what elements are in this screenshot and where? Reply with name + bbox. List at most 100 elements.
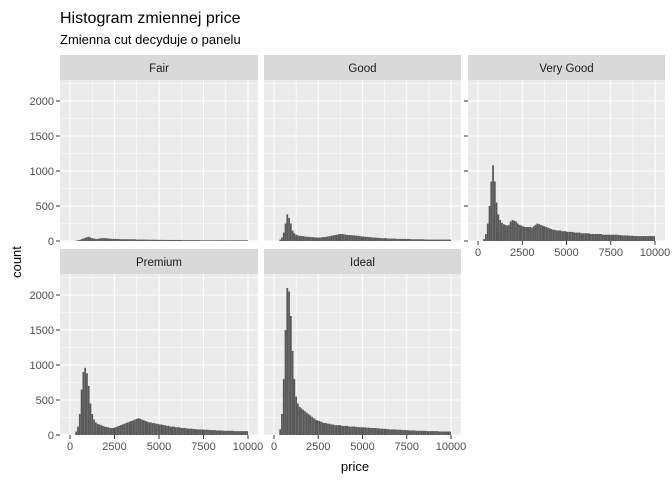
histogram-bar xyxy=(217,240,220,241)
y-tick-label: 2000 xyxy=(30,290,54,302)
histogram-bar xyxy=(605,234,608,241)
histogram-bar xyxy=(351,426,354,435)
histogram-bar xyxy=(344,234,347,241)
histogram-bar xyxy=(417,239,420,241)
histogram-bar xyxy=(640,236,643,241)
histogram-bar xyxy=(171,426,174,435)
histogram-bar xyxy=(346,425,349,435)
histogram-bar xyxy=(77,426,79,435)
histogram-bar xyxy=(596,234,599,241)
histogram-bar xyxy=(637,236,640,241)
x-tick-label: 2500 xyxy=(102,441,126,453)
histogram-bar xyxy=(84,237,87,241)
histogram-bar xyxy=(531,227,533,241)
histogram-bar xyxy=(350,235,352,241)
histogram-bar xyxy=(353,426,356,435)
histogram-bar xyxy=(415,430,418,435)
y-tick-label: 1000 xyxy=(30,360,54,372)
histogram-bar xyxy=(399,238,402,241)
histogram-bar xyxy=(135,239,138,241)
facet-panel: Fair 0 500 1000 1500 2000 xyxy=(30,55,258,248)
histogram-bar xyxy=(376,237,379,241)
histogram-bar xyxy=(548,228,551,241)
histogram-bar xyxy=(318,237,321,241)
histogram-bar xyxy=(374,237,377,241)
histogram-bar xyxy=(237,240,240,241)
histogram-bar xyxy=(205,429,208,435)
histogram-bar xyxy=(80,239,83,241)
histogram-bar xyxy=(235,431,238,435)
histogram-bar xyxy=(164,239,167,241)
histogram-bar xyxy=(230,240,232,241)
histogram-bar xyxy=(403,238,405,241)
histogram-bar xyxy=(196,429,199,435)
histogram-bar xyxy=(490,181,493,241)
histogram-bar xyxy=(110,428,113,435)
histogram-bar xyxy=(387,429,390,435)
histogram-bar xyxy=(343,425,345,435)
x-tick-label: 2500 xyxy=(306,441,330,453)
histogram-bar xyxy=(180,428,183,435)
histogram-bar xyxy=(406,430,409,435)
histogram-bar xyxy=(109,428,111,435)
histogram-bar xyxy=(235,240,238,241)
histogram-bar xyxy=(125,423,127,435)
x-tick-label: 7500 xyxy=(191,441,215,453)
histogram-bar xyxy=(587,233,590,241)
histogram-bar xyxy=(281,237,283,241)
histogram-bar xyxy=(217,430,220,435)
histogram-bar xyxy=(536,223,539,241)
histogram-bar xyxy=(442,239,444,241)
histogram-bar xyxy=(166,425,168,435)
histogram-bar xyxy=(194,429,197,435)
histogram-bar xyxy=(332,424,335,435)
histogram-bar xyxy=(554,229,556,241)
histogram-bar xyxy=(348,426,351,435)
histogram-bar xyxy=(201,429,204,435)
histogram-bar xyxy=(305,236,308,241)
histogram-bar xyxy=(321,422,324,435)
y-tick-label: 1500 xyxy=(30,325,54,337)
histogram-bar xyxy=(130,239,133,241)
histogram-bar xyxy=(413,430,416,435)
histogram-bar xyxy=(449,431,451,435)
histogram-bar xyxy=(390,238,393,241)
histogram-bar xyxy=(399,429,402,435)
histogram-bar xyxy=(626,235,629,241)
histogram-bar xyxy=(89,237,92,241)
histogram-bar xyxy=(240,431,243,435)
histogram-bar xyxy=(312,237,315,241)
histogram-bar xyxy=(98,238,101,241)
histogram-bar xyxy=(429,431,432,435)
histogram-bar xyxy=(196,240,199,241)
histogram-bar xyxy=(118,425,120,435)
histogram-bar xyxy=(410,239,413,241)
histogram-bar xyxy=(300,408,303,435)
histogram-bar xyxy=(109,238,111,241)
y-tick-label: 2000 xyxy=(30,96,54,108)
histogram-bar xyxy=(543,226,546,241)
histogram-bar xyxy=(642,236,645,241)
histogram-bar xyxy=(123,239,126,241)
histogram-bar xyxy=(364,236,367,241)
histogram-bar xyxy=(114,427,117,435)
histogram-bar xyxy=(173,426,176,435)
histogram-bar xyxy=(578,232,581,241)
histogram-bar xyxy=(323,423,326,435)
histogram-bar xyxy=(550,229,553,241)
histogram-bar xyxy=(447,431,450,435)
histogram-bar xyxy=(392,429,395,435)
histogram-bar xyxy=(146,239,149,241)
histogram-bar xyxy=(547,227,549,241)
histogram-bar xyxy=(153,239,156,241)
histogram-bar xyxy=(332,235,335,241)
x-tick-label: 10000 xyxy=(436,441,467,453)
histogram-bar xyxy=(205,240,208,241)
histogram-bar xyxy=(105,426,108,435)
histogram-bar xyxy=(208,430,211,435)
histogram-bar xyxy=(80,389,83,435)
facet-strip-label: Fair xyxy=(149,63,169,75)
histogram-bar xyxy=(215,430,218,435)
histogram-bar xyxy=(166,239,168,241)
histogram-bar xyxy=(527,227,530,241)
